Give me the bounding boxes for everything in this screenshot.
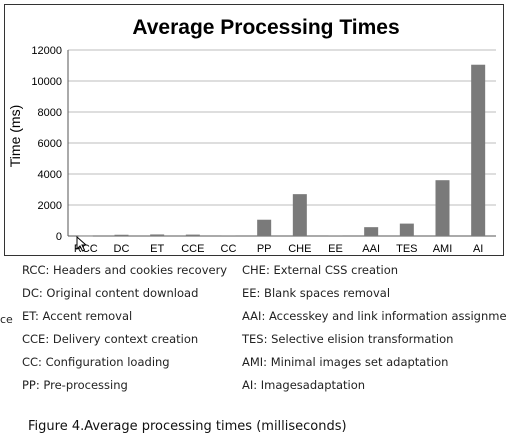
x-tick-label: CCE: [181, 243, 204, 255]
y-tick-label: 8000: [38, 107, 62, 119]
y-tick-label: 0: [56, 231, 62, 243]
bar-tes: [399, 223, 414, 236]
legend-entry: CC: Configuration loading: [22, 355, 170, 369]
legend-entry: AI: Imagesadaptation: [242, 378, 366, 392]
legend-entry: CHE: External CSS creation: [242, 263, 399, 277]
legend-entry: RCC: Headers and cookies recovery: [22, 263, 228, 277]
bar-aai: [364, 227, 379, 236]
gridlines: [67, 49, 496, 237]
bar-cce: [185, 234, 200, 236]
x-tick-label: AI: [473, 243, 483, 255]
legend-entry: PP: Pre-processing: [22, 378, 128, 392]
x-tick-label: EE: [328, 243, 343, 255]
x-tick-label: PP: [257, 243, 272, 255]
bar-ami: [435, 180, 450, 236]
legend-entry: DC: Original content download: [22, 286, 199, 300]
cropped-text-fragment: ce: [0, 313, 13, 326]
legend-entry: EE: Blank spaces removal: [242, 286, 391, 300]
chart-panel: Average Processing Times Time (ms) 0 2000…: [4, 4, 504, 256]
bar-che: [292, 194, 307, 236]
bar-dc: [114, 234, 129, 236]
y-tick-label: 4000: [38, 169, 62, 181]
figure-caption: Figure 4.Average processing times (milli…: [28, 419, 347, 434]
x-tick-label: AAI: [362, 243, 380, 255]
x-tick-label: DC: [114, 243, 130, 255]
bar-rcc: [78, 235, 93, 237]
chart-title: Average Processing Times: [132, 16, 399, 39]
y-tick-label: 10000: [31, 76, 62, 88]
bar-et: [150, 234, 165, 236]
y-tick-label: 6000: [38, 138, 62, 150]
bar-ee: [328, 235, 343, 237]
x-tick-label: AMI: [433, 243, 453, 255]
x-tick-label: ET: [150, 243, 164, 255]
bars: [78, 64, 486, 237]
bar-pp: [257, 219, 272, 236]
y-axis-label: Time (ms): [7, 105, 23, 167]
y-tick-labels: 0 2000 4000 6000 8000 10000 12000: [31, 45, 62, 243]
x-tick-label: CHE: [288, 243, 311, 255]
bar-ai: [471, 64, 486, 236]
legend-entry: TES: Selective elision transformation: [242, 332, 454, 346]
y-tick-label: 12000: [31, 45, 62, 57]
bar-cc: [221, 235, 236, 237]
mouse-pointer-icon: [76, 236, 88, 252]
chart-frame: [4, 4, 504, 256]
x-tick-label: TES: [396, 243, 417, 255]
legend-entry: ET: Accent removal: [22, 309, 133, 323]
legend-entry: AAI: Accesskey and link information assi…: [242, 309, 507, 323]
legend-entry: CCE: Delivery context creation: [22, 332, 199, 346]
bar-chart: Average Processing Times Time (ms) 0 2000…: [4, 4, 504, 256]
x-tick-label: CC: [221, 243, 237, 255]
legend-entry: AMI: Minimal images set adaptation: [242, 355, 449, 369]
y-tick-label: 2000: [38, 200, 62, 212]
